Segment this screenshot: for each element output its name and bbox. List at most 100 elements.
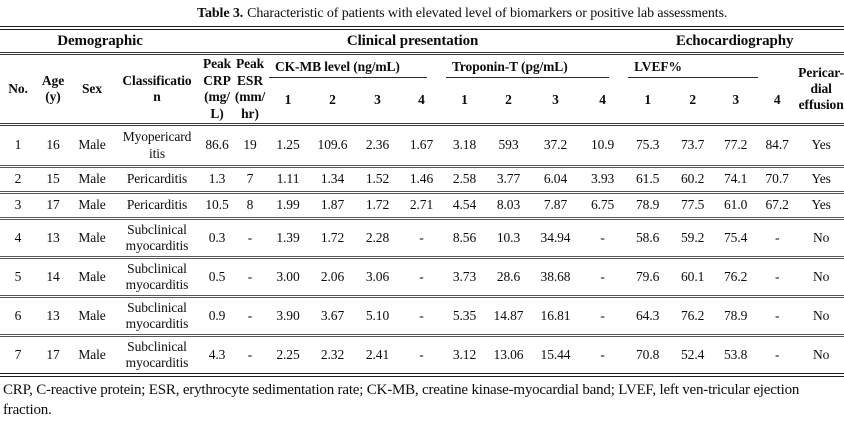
cell: - <box>580 217 626 256</box>
cell: - <box>234 295 266 334</box>
cell: - <box>400 256 443 295</box>
cell: 2.36 <box>365 137 390 153</box>
cell: 1.87 <box>310 191 355 217</box>
cell: 2.71 <box>400 191 443 217</box>
cell: - <box>400 217 443 256</box>
cell: 74.1 <box>715 165 757 191</box>
table-row: 3 17 Male Pericarditis 10.5 8 1.99 1.87 1.72 2.71… <box>0 191 844 217</box>
cell: 5 <box>0 256 36 295</box>
cell: 86.6 <box>205 137 229 153</box>
cell: 2.25 <box>266 334 310 373</box>
group-header-clinical-presentation: Clinical presentation <box>200 30 626 56</box>
lvef-measurement-1: 1 <box>625 78 671 127</box>
cell: Yes <box>798 191 844 217</box>
cell: 37.2 <box>543 137 568 153</box>
troponin-measurement-2: 2 <box>486 78 531 127</box>
cell: 34.94 <box>531 217 580 256</box>
cell: 28.6 <box>486 256 531 295</box>
ckmb-measurement-2: 2 <box>310 78 355 127</box>
cell: 53.8 <box>715 334 757 373</box>
ckmb-measurement-3: 3 <box>355 78 400 127</box>
cell: - <box>400 295 443 334</box>
cell: - <box>234 334 266 373</box>
cell: 10.3 <box>486 217 531 256</box>
cell: 10.9 <box>590 137 615 153</box>
cell: 70.7 <box>756 165 799 191</box>
cell: 7 <box>0 334 36 373</box>
cell: Myopericard itis <box>122 129 192 161</box>
cell: Male <box>70 191 114 217</box>
cell: 73.7 <box>681 137 705 153</box>
cell: No <box>798 334 844 373</box>
cell: 3.93 <box>580 165 626 191</box>
cell: 1.39 <box>266 217 310 256</box>
cell: 3.73 <box>443 256 486 295</box>
cell: 0.5 <box>200 256 234 295</box>
cell: Male <box>70 334 114 373</box>
col-header-pericardial-effusion: Pericar- dial effusion <box>798 55 844 127</box>
col-header-age: Age (y) <box>36 55 70 127</box>
table-caption-text: Characteristic of patients with elevated… <box>247 6 728 21</box>
cell: 76.2 <box>715 256 757 295</box>
cell: 77.5 <box>670 191 716 217</box>
table-row: 2 15 Male Pericarditis 1.3 7 1.11 1.34 1.52 1.46 2… <box>0 165 844 191</box>
cell: No <box>798 256 844 295</box>
cell: 0.9 <box>200 295 234 334</box>
group-header-row: Demographic Clinical presentation Echoca… <box>0 30 844 56</box>
col-header-ckmb: CK-MB level (ng/mL) <box>266 55 443 79</box>
cell: 6.75 <box>580 191 626 217</box>
troponin-measurement-4: 4 <box>580 78 626 127</box>
cell: - <box>756 256 799 295</box>
cell: 61.5 <box>625 165 671 191</box>
scanned-paper-page: Table 3. Characteristic of patients with … <box>0 4 844 436</box>
cell: Yes <box>798 165 844 191</box>
cell: 1.72 <box>355 191 400 217</box>
cell: 0.3 <box>200 217 234 256</box>
cell: 7.87 <box>531 191 580 217</box>
cell: 8.56 <box>443 217 486 256</box>
ckmb-measurement-4: 4 <box>400 78 443 127</box>
cell: - <box>580 334 626 373</box>
cell: 17 <box>36 191 70 217</box>
table-caption-number: Table 3. <box>197 6 244 21</box>
cell: - <box>580 256 626 295</box>
cell: 3.77 <box>486 165 531 191</box>
cell: 52.4 <box>670 334 716 373</box>
cell: - <box>400 334 443 373</box>
cell: 84.7 <box>765 137 789 153</box>
cell: Subclinical myocarditis <box>114 217 200 256</box>
col-header-lvef: LVEF% <box>625 55 798 79</box>
cell: 8 <box>234 191 266 217</box>
cell: - <box>234 217 266 256</box>
lvef-measurement-2: 2 <box>670 78 716 127</box>
col-header-peak-crp: Peak CRP (mg/ L) <box>200 55 234 127</box>
cell: Pericarditis <box>114 165 200 191</box>
cell: 16 <box>46 137 60 153</box>
troponin-measurement-1: 1 <box>443 78 486 127</box>
cell: 14.87 <box>486 295 531 334</box>
cell: 13 <box>36 295 70 334</box>
cell: 76.2 <box>670 295 716 334</box>
cell: 1.72 <box>310 217 355 256</box>
cell: 61.0 <box>715 191 757 217</box>
group-header-echocardiography: Echocardiography <box>625 30 844 56</box>
cell: Male <box>70 165 114 191</box>
cell: 79.6 <box>625 256 671 295</box>
cell: 5.35 <box>443 295 486 334</box>
cell: Pericarditis <box>114 191 200 217</box>
cell: - <box>756 295 799 334</box>
cell: 15.44 <box>531 334 580 373</box>
table-footnote: CRP, C-reactive protein; ESR, erythrocyt… <box>3 382 800 419</box>
cell: 1 <box>14 137 22 153</box>
cell: - <box>234 256 266 295</box>
cell: 75.4 <box>715 217 757 256</box>
cell: 60.2 <box>670 165 716 191</box>
lvef-measurement-3: 3 <box>715 78 757 127</box>
cell: 4.54 <box>443 191 486 217</box>
cell: 2.58 <box>443 165 486 191</box>
cell: 2.06 <box>310 256 355 295</box>
cell: 1.25 <box>276 137 300 153</box>
cell: 1.3 <box>200 165 234 191</box>
cell: 3.00 <box>266 256 310 295</box>
cell: 4.3 <box>200 334 234 373</box>
